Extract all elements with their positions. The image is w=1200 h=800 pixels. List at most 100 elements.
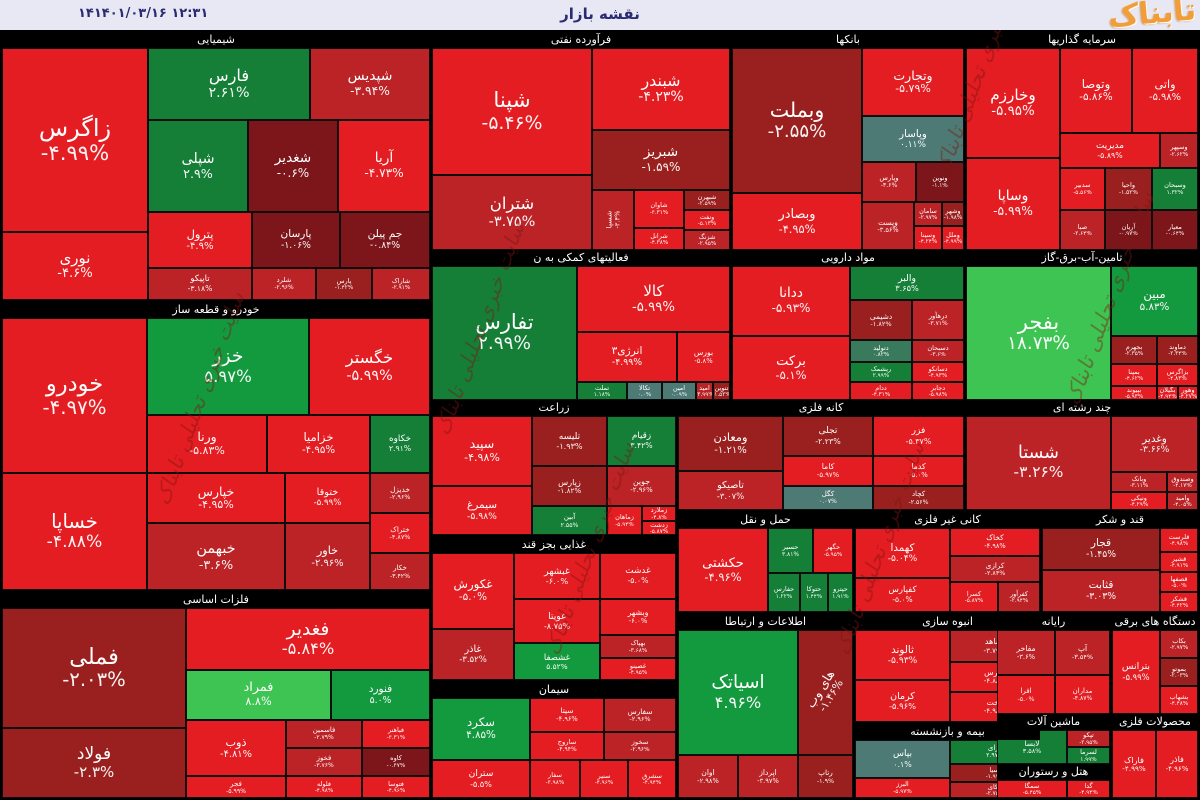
- stock-cell[interactable]: سپید -۴.۹۸%: [432, 416, 532, 486]
- stock-cell[interactable]: بپیوند -۵.۹۳%: [1111, 386, 1157, 400]
- stock-cell[interactable]: آریا -۴.۷۳%: [338, 120, 430, 212]
- stock-cell[interactable]: آبین ۲.۵۵%: [532, 506, 607, 535]
- stock-cell[interactable]: وبانک -۳.۱۱%: [1111, 472, 1167, 492]
- stock-cell[interactable]: تاپیکو -۳.۱۸%: [148, 268, 252, 300]
- stock-cell[interactable]: سخوز -۲.۹۶%: [604, 732, 676, 760]
- stock-cell[interactable]: تجلی -۲.۲۳%: [783, 416, 873, 456]
- stock-cell[interactable]: والبر ۳.۶۵%: [850, 266, 964, 300]
- stock-cell[interactable]: فملی -۲.۰۳%: [2, 608, 186, 728]
- stock-cell[interactable]: اپرداز -۳.۹۷%: [738, 755, 798, 798]
- stock-cell[interactable]: پترول -۴.۹%: [148, 212, 252, 268]
- stock-cell[interactable]: فارس ۲.۶۱%: [148, 48, 310, 120]
- stock-cell[interactable]: بشهاب -۴.۴۸%: [1160, 686, 1198, 714]
- stock-cell[interactable]: کالا -۵.۹۹%: [577, 266, 730, 332]
- stock-cell[interactable]: شلرد -۲.۹۶%: [252, 268, 316, 300]
- stock-cell[interactable]: تلیسه -۱.۹۳%: [532, 416, 607, 466]
- stock-cell[interactable]: سیتا -۴.۹۶%: [530, 698, 604, 732]
- stock-cell[interactable]: ونوین -۱.۱%: [916, 162, 964, 202]
- stock-cell[interactable]: مفاخر -۳.۶%: [997, 630, 1055, 675]
- stock-cell[interactable]: فاراک -۴.۹۹%: [1112, 730, 1156, 798]
- stock-cell[interactable]: بهپاک -۳.۶۸%: [600, 635, 676, 658]
- stock-cell[interactable]: وبصادر -۴.۹۵%: [732, 193, 862, 250]
- stock-cell[interactable]: سدبیر -۵.۵۶%: [1060, 168, 1105, 210]
- stock-cell[interactable]: سمگا -۵.۴۵%: [997, 780, 1067, 798]
- stock-cell[interactable]: کگل ۰.۰۷%: [783, 486, 873, 510]
- stock-cell[interactable]: فجر -۵.۹۹%: [186, 776, 286, 798]
- stock-cell[interactable]: ذوب -۴.۸۱%: [186, 720, 286, 776]
- stock-cell[interactable]: سیمرغ -۵.۹۸%: [432, 486, 532, 535]
- stock-cell[interactable]: کاما -۵.۹۷%: [783, 456, 873, 486]
- stock-cell[interactable]: سامان -۲.۹۷%: [914, 202, 942, 226]
- stock-cell[interactable]: آریان -۰.۹۷%: [1105, 210, 1152, 250]
- stock-cell[interactable]: شپنا -۵.۴۶%: [432, 48, 592, 175]
- stock-cell[interactable]: شرانل -۴.۳۸%: [634, 228, 684, 250]
- stock-cell[interactable]: شبندر -۴.۲۳%: [592, 48, 730, 130]
- stock-cell[interactable]: خکار -۳.۴۲%: [370, 553, 430, 590]
- stock-cell[interactable]: وپست -۳.۵۶%: [862, 202, 914, 250]
- stock-cell[interactable]: سکرد ۴.۸۵%: [432, 698, 530, 760]
- stock-cell[interactable]: ختراک -۴.۸۷%: [370, 513, 430, 553]
- stock-cell[interactable]: غدشت -۵.۰%: [600, 553, 676, 599]
- stock-cell[interactable]: شتران -۳.۷۵%: [432, 175, 592, 250]
- stock-cell[interactable]: ورنا -۵.۸۳%: [147, 415, 267, 473]
- stock-cell[interactable]: خساپا -۴.۸۸%: [2, 473, 147, 590]
- stock-cell[interactable]: حتوکا ۱.۴۴%: [800, 573, 828, 612]
- stock-cell[interactable]: واتی -۵.۹۸%: [1132, 48, 1198, 133]
- stock-cell[interactable]: فزر -۵.۳۷%: [873, 416, 964, 456]
- stock-cell[interactable]: بگیلان -۴.۹۴%: [1157, 386, 1178, 400]
- stock-cell[interactable]: پارس -۱.۴۲%: [316, 268, 372, 300]
- stock-cell[interactable]: دشیمی -۱.۸۲%: [850, 300, 912, 340]
- stock-cell[interactable]: تنوین -۱.۵۲%: [713, 382, 730, 400]
- stock-cell[interactable]: ستران -۵.۵%: [432, 760, 530, 798]
- stock-cell[interactable]: ونفت -۵.۱۳%: [684, 210, 730, 230]
- stock-cell[interactable]: مداران -۴.۸۷%: [1055, 675, 1110, 714]
- stock-cell[interactable]: حکشتی -۴.۹۶%: [678, 528, 768, 612]
- stock-cell[interactable]: سفارس -۲.۹۶%: [604, 698, 676, 732]
- stock-cell[interactable]: درهآور -۳.۷۱%: [912, 300, 964, 340]
- stock-cell[interactable]: کاوه -۰.۴۷%: [362, 748, 430, 776]
- stock-cell[interactable]: برکت -۵.۱%: [732, 336, 850, 400]
- stock-cell[interactable]: شسپا -۳.۴%: [592, 190, 634, 250]
- stock-cell[interactable]: وتوصا -۵.۸۶%: [1060, 48, 1132, 133]
- stock-cell[interactable]: وپاسار ۰.۱۱%: [862, 116, 964, 162]
- stock-cell[interactable]: وپارس -۳.۶%: [862, 162, 916, 202]
- stock-cell[interactable]: کدما -۵.۰%: [873, 456, 964, 486]
- stock-cell[interactable]: زاگرس -۴.۹۹%: [2, 48, 148, 232]
- stock-cell[interactable]: غاذر -۳.۵۲%: [432, 629, 514, 680]
- stock-cell[interactable]: تاصیکو -۳.۰۷%: [678, 471, 783, 510]
- stock-cell[interactable]: البرز -۵.۹۷%: [855, 778, 950, 798]
- stock-cell[interactable]: ریشمک ۲.۹۹%: [850, 362, 912, 382]
- stock-cell[interactable]: افرا -۵.۰%: [997, 675, 1055, 714]
- stock-cell[interactable]: ساروج -۴.۹۴%: [530, 732, 604, 760]
- stock-cell[interactable]: شپدیس -۳.۹۴%: [310, 48, 430, 120]
- stock-cell[interactable]: صبا -۲.۶۴%: [1060, 210, 1105, 250]
- stock-cell[interactable]: قشیر -۴.۹۱%: [1160, 552, 1198, 572]
- stock-cell[interactable]: سفار -۴.۹۸%: [530, 760, 580, 798]
- stock-cell[interactable]: قجار -۱.۴۵%: [1042, 528, 1160, 570]
- stock-cell[interactable]: خاور -۲.۹۶%: [285, 523, 370, 590]
- stock-cell[interactable]: زماهان -۵.۹۴%: [607, 506, 642, 535]
- stock-cell[interactable]: اوان -۲.۹۸%: [678, 755, 738, 798]
- stock-cell[interactable]: وامید -۴.۰۵%: [1167, 492, 1198, 510]
- stock-cell[interactable]: خدیزل -۲.۹۶%: [370, 473, 430, 513]
- stock-cell[interactable]: فاسمین -۲.۷۹%: [286, 720, 362, 748]
- stock-cell[interactable]: معیار -۰.۶۴%: [1152, 210, 1198, 250]
- stock-cell[interactable]: امین ۰.۰۹%: [662, 382, 696, 400]
- stock-cell[interactable]: بپاس ۰.۱%: [855, 740, 950, 778]
- stock-cell[interactable]: آپ -۳.۵۴%: [1055, 630, 1110, 675]
- stock-cell[interactable]: دماوند -۲.۳۴%: [1157, 336, 1198, 364]
- stock-cell[interactable]: غصینو -۴.۹۵%: [600, 658, 676, 680]
- stock-cell[interactable]: شاراک -۲.۹۱%: [372, 268, 430, 300]
- stock-cell[interactable]: حگهر -۵.۹۵%: [813, 528, 853, 573]
- stock-cell[interactable]: شزنگ -۲.۹۵%: [684, 230, 730, 250]
- stock-cell[interactable]: وسینا -۴.۲۴%: [914, 226, 942, 250]
- stock-cell[interactable]: گدا -۴.۹۴%: [1067, 780, 1110, 798]
- stock-cell[interactable]: شغدیر -۰.۶%: [248, 120, 338, 212]
- stock-cell[interactable]: ددام -۴.۳۱%: [850, 382, 912, 400]
- stock-cell[interactable]: شپلی ۲.۹%: [148, 120, 248, 212]
- stock-cell[interactable]: تملت ۱.۱۸%: [577, 382, 627, 400]
- stock-cell[interactable]: شبریز -۱.۵۹%: [592, 130, 730, 190]
- stock-cell[interactable]: شستا -۳.۲۶%: [966, 416, 1111, 510]
- stock-cell[interactable]: بورس -۵.۸%: [677, 332, 730, 382]
- stock-cell[interactable]: نوری -۴.۶%: [2, 232, 148, 300]
